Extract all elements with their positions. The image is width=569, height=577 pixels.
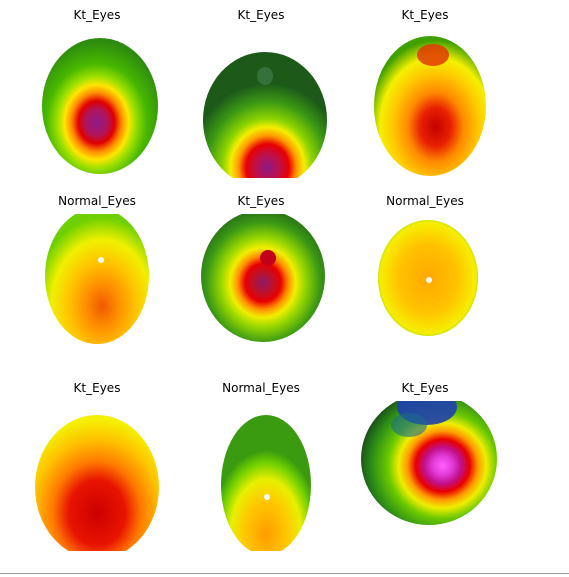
corneal-topography-map — [345, 214, 505, 364]
panel-title: Kt_Eyes — [73, 381, 121, 395]
panel-8: Normal_Eyes — [181, 381, 341, 551]
panel-1: Kt_Eyes — [17, 8, 177, 178]
panel-7: Kt_Eyes — [17, 381, 177, 551]
corneal-topography-map — [17, 214, 177, 364]
bottom-divider — [0, 573, 569, 574]
panel-3: Kt_Eyes — [345, 8, 505, 178]
panel-title: Kt_Eyes — [401, 381, 449, 395]
panel-2: Kt_Eyes — [181, 8, 341, 178]
corneal-topography-map — [181, 214, 341, 364]
corneal-topography-map — [345, 401, 505, 551]
panel-title: Normal_Eyes — [386, 194, 464, 208]
panel-5: Kt_Eyes — [181, 194, 341, 364]
panel-title: Normal_Eyes — [222, 381, 300, 395]
panel-title: Kt_Eyes — [237, 194, 285, 208]
panel-6: Normal_Eyes — [345, 194, 505, 364]
panel-9: Kt_Eyes — [345, 381, 505, 551]
panel-title: Kt_Eyes — [401, 8, 449, 22]
corneal-topography-map — [181, 401, 341, 551]
panel-title: Kt_Eyes — [73, 8, 121, 22]
corneal-topography-map — [345, 28, 505, 178]
panel-4: Normal_Eyes — [17, 194, 177, 364]
corneal-topography-map — [17, 28, 177, 178]
panel-title: Kt_Eyes — [237, 8, 285, 22]
corneal-topography-map — [17, 401, 177, 551]
corneal-topography-map — [181, 28, 341, 178]
panel-title: Normal_Eyes — [58, 194, 136, 208]
